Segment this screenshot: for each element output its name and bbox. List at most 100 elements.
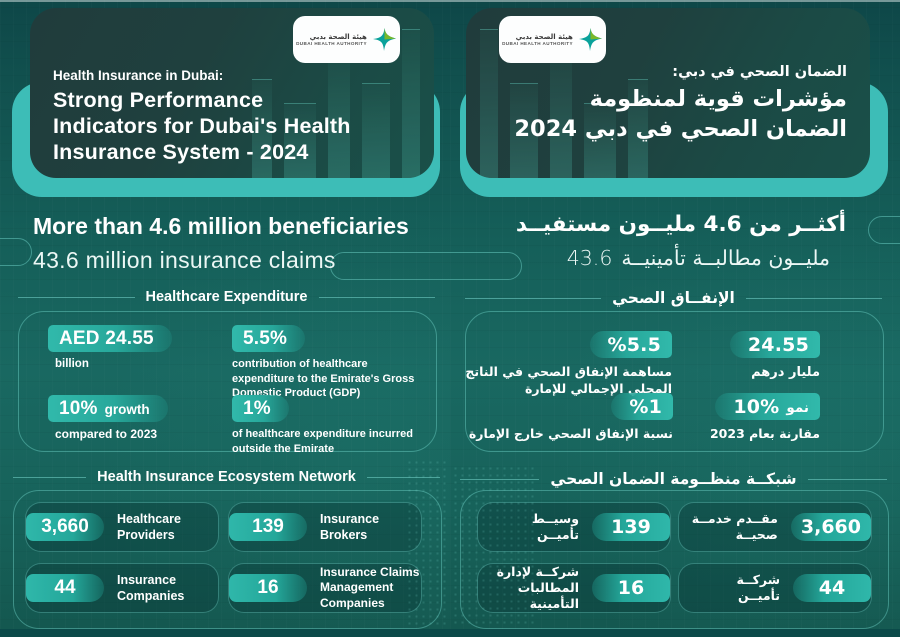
outline-decoration <box>868 216 900 244</box>
stat-pill: 1% <box>232 395 289 422</box>
network-card-claims-management: 16 Insurance Claims Management Companies <box>228 563 422 613</box>
bottom-strip <box>0 629 900 637</box>
divider-line <box>318 296 436 298</box>
network-value-pill: 3,660 <box>790 513 871 541</box>
stat-outside-emirate: %1 نسبة الإنفاق الصحي خارج الإمارة <box>469 393 673 443</box>
dha-star-icon <box>578 28 602 51</box>
section-title: الإنفــاق الصحي <box>612 289 735 307</box>
network-outline <box>13 490 442 629</box>
network-card-providers: 3,660 Healthcare Providers <box>25 502 219 552</box>
stat-caption: مليار درهم <box>751 365 820 380</box>
network-card-providers: 3,660 مقــدم خدمــة صحيــة <box>678 502 872 552</box>
network-outline <box>460 490 889 629</box>
section-title: Healthcare Expenditure <box>145 289 308 305</box>
network-label: Insurance Brokers <box>320 511 380 542</box>
stat-value: 10% <box>733 395 780 418</box>
panel-arabic: الضمان الصحي في دبي: مؤشرات قوية لمنظومة… <box>450 0 900 637</box>
stat-caption: of healthcare expenditure incurred outsi… <box>232 428 413 455</box>
outline-decoration <box>450 252 522 280</box>
header-title: Strong Performance Indicators for Dubai'… <box>53 88 351 164</box>
headline: أكثــر من 4.6 مليــون مستفيــد <box>515 212 846 237</box>
outline-decoration <box>0 238 32 266</box>
divider-line <box>745 297 882 299</box>
header-kicker: الضمان الصحي في دبي: <box>672 64 847 80</box>
stat-caption: مقارنة بعام 2023 <box>709 426 820 441</box>
stat-pill: 24.55 <box>729 331 820 358</box>
subheadline-text: مليــون مطالبــة تأمينيــة <box>621 246 830 270</box>
dha-logo-english-name: DUBAI HEALTH AUTHORITY <box>296 40 367 46</box>
stat-value: 10% <box>59 397 98 419</box>
header-card: الضمان الصحي في دبي: مؤشرات قوية لمنظومة… <box>466 8 870 178</box>
header-card: Health Insurance in Dubai: Strong Perfor… <box>30 8 434 178</box>
stat-suffix: growth <box>104 402 150 417</box>
network-label: Healthcare Providers <box>117 511 181 542</box>
section-header-expenditure: Healthcare Expenditure <box>18 289 436 305</box>
header-kicker: Health Insurance in Dubai: <box>53 68 224 83</box>
stat-caption: contribution of healthcare expenditure t… <box>232 358 415 400</box>
panel-english: Health Insurance in Dubai: Strong Perfor… <box>0 0 450 637</box>
stat-pill: %5.5 <box>589 331 672 358</box>
stat-caption: مساهمة الإنفاق الصحي في الناتج المحلي ال… <box>465 364 672 396</box>
stat-value: 24.55 <box>747 333 809 356</box>
network-label: Insurance Claims Management Companies <box>320 564 420 610</box>
expenditure-outline <box>18 311 437 452</box>
stat-aed-billion: AED 24.55 billion <box>48 325 172 372</box>
stat-gdp-contribution: %5.5 مساهمة الإنفاق الصحي في الناتج المح… <box>465 331 672 398</box>
network-label: وسيــط تأميــن <box>531 510 579 542</box>
divider-line <box>460 478 540 480</box>
section-title: شبكــة منظــومة الضمان الصحي <box>550 470 797 488</box>
headline: More than 4.6 million beneficiaries <box>33 213 409 239</box>
stat-value: %1 <box>629 395 662 418</box>
network-value-pill: 139 <box>592 513 670 541</box>
network-card-companies: 44 Insurance Companies <box>25 563 219 613</box>
network-label: شركــة لإدارة المطالبات التأمينية <box>496 563 579 612</box>
stat-growth: 10% growth compared to 2023 <box>48 395 168 443</box>
network-value-pill: 139 <box>229 513 307 541</box>
network-value-pill: 3,660 <box>26 513 104 541</box>
stat-pill: 10% نمو <box>715 393 820 420</box>
stat-aed-billion: 24.55 مليار درهم <box>729 331 820 382</box>
outline-decoration <box>330 252 450 280</box>
divider-line <box>13 476 87 478</box>
stat-caption: compared to 2023 <box>55 427 158 441</box>
stat-value: AED 24.55 <box>59 327 154 349</box>
dha-logo: هيئة الصحة بدبي DUBAI HEALTH AUTHORITY <box>293 16 400 63</box>
header-title: مؤشرات قوية لمنظومة الضمان الصحي في دبي … <box>514 86 847 143</box>
network-card-companies: 44 شركــة تأميــن <box>678 563 872 613</box>
stat-value: 1% <box>243 397 271 419</box>
network-value-pill: 44 <box>793 574 871 602</box>
stat-caption: نسبة الإنفاق الصحي خارج الإمارة <box>468 426 673 441</box>
network-label: Insurance Companies <box>117 572 185 603</box>
network-card-brokers: 139 وسيــط تأميــن <box>477 502 671 552</box>
network-card-brokers: 139 Insurance Brokers <box>228 502 422 552</box>
section-header-network: Health Insurance Ecosystem Network <box>13 469 440 485</box>
expenditure-outline <box>465 311 884 452</box>
divider-line <box>807 478 887 480</box>
network-value-pill: 16 <box>229 574 307 602</box>
divider-line <box>366 476 440 478</box>
network-value-pill: 44 <box>26 574 104 602</box>
stat-value: %5.5 <box>607 333 661 356</box>
section-header-network: شبكــة منظــومة الضمان الصحي <box>460 470 887 488</box>
divider-line <box>18 296 135 298</box>
stat-gdp-contribution: 5.5% contribution of healthcare expendit… <box>232 325 414 401</box>
dha-logo-arabic-name: هيئة الصحة بدبي <box>515 32 573 41</box>
subheadline-number: 43.6 <box>566 246 613 270</box>
stat-pill: 10% growth <box>48 395 168 422</box>
dha-logo: هيئة الصحة بدبي DUBAI HEALTH AUTHORITY <box>499 16 606 63</box>
subheadline: 43.6 مليــون مطالبــة تأمينيــة <box>567 246 830 270</box>
network-label: مقــدم خدمــة صحيــة <box>691 510 778 542</box>
dha-logo-english-name: DUBAI HEALTH AUTHORITY <box>502 40 573 46</box>
network-value-pill: 16 <box>592 574 670 602</box>
section-header-expenditure: الإنفــاق الصحي <box>464 289 882 307</box>
dha-star-icon <box>372 28 396 51</box>
stat-pill: %1 <box>611 393 673 420</box>
section-title: Health Insurance Ecosystem Network <box>97 469 356 485</box>
stat-pill: AED 24.55 <box>48 325 172 352</box>
subheadline: 43.6 million insurance claims <box>33 247 336 273</box>
stat-caption: billion <box>55 358 89 370</box>
network-label: شركــة تأميــن <box>736 571 780 603</box>
stat-value: 5.5% <box>243 327 288 349</box>
dha-logo-arabic-name: هيئة الصحة بدبي <box>309 32 367 41</box>
network-card-claims-management: 16 شركــة لإدارة المطالبات التأمينية <box>477 563 671 613</box>
